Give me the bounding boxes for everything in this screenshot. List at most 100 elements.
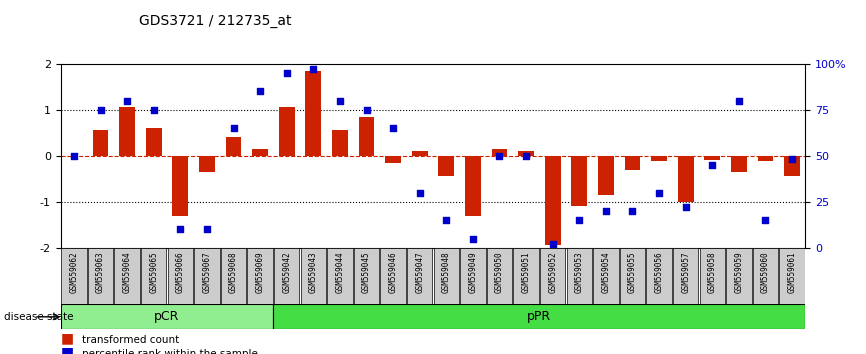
Point — [520, 153, 533, 159]
FancyBboxPatch shape — [726, 249, 752, 313]
Point — [759, 217, 772, 223]
Text: GSM559048: GSM559048 — [442, 251, 451, 293]
Text: pCR: pCR — [154, 310, 180, 323]
Point — [307, 67, 320, 72]
Point — [785, 156, 799, 162]
Text: pPR: pPR — [527, 310, 552, 323]
Bar — [306, 70, 321, 156]
Text: GSM559064: GSM559064 — [123, 251, 132, 293]
Text: GSM559063: GSM559063 — [96, 251, 105, 293]
Bar — [225, 137, 242, 156]
Text: ■: ■ — [61, 345, 74, 354]
Point — [652, 190, 666, 195]
FancyBboxPatch shape — [407, 249, 432, 313]
FancyBboxPatch shape — [114, 249, 140, 313]
Text: GSM559046: GSM559046 — [389, 251, 397, 293]
Bar — [145, 128, 162, 156]
Text: disease state: disease state — [4, 312, 74, 322]
FancyBboxPatch shape — [646, 249, 672, 313]
Text: percentile rank within the sample: percentile rank within the sample — [82, 349, 258, 354]
FancyBboxPatch shape — [380, 249, 406, 313]
Text: GSM559056: GSM559056 — [655, 251, 663, 293]
Point — [546, 241, 559, 247]
FancyBboxPatch shape — [61, 249, 87, 313]
Bar — [465, 156, 481, 216]
Point — [359, 107, 373, 113]
Text: GSM559066: GSM559066 — [176, 251, 184, 293]
Point — [200, 227, 214, 232]
Bar — [93, 130, 108, 156]
Point — [599, 208, 613, 214]
Point — [67, 153, 81, 159]
Point — [253, 88, 267, 94]
Bar — [199, 156, 215, 172]
Point — [466, 236, 480, 241]
Text: ■: ■ — [61, 331, 74, 345]
Point — [280, 70, 294, 76]
Bar — [731, 156, 746, 172]
Text: GSM559042: GSM559042 — [282, 251, 291, 293]
Bar — [624, 156, 641, 170]
FancyBboxPatch shape — [274, 304, 805, 329]
Point — [413, 190, 427, 195]
FancyBboxPatch shape — [167, 249, 193, 313]
Point — [572, 217, 586, 223]
Text: GDS3721 / 212735_at: GDS3721 / 212735_at — [139, 14, 291, 28]
Bar — [758, 156, 773, 161]
Bar — [438, 156, 455, 176]
Point — [227, 125, 241, 131]
Bar — [651, 156, 667, 161]
Text: GSM559053: GSM559053 — [575, 251, 584, 293]
Bar — [704, 156, 721, 160]
FancyBboxPatch shape — [540, 249, 565, 313]
Text: GSM559058: GSM559058 — [708, 251, 717, 293]
FancyBboxPatch shape — [593, 249, 618, 313]
Point — [120, 98, 134, 103]
Bar — [784, 156, 800, 176]
Bar — [492, 149, 507, 156]
Bar — [385, 156, 401, 162]
Bar — [598, 156, 614, 195]
Text: GSM559068: GSM559068 — [229, 251, 238, 293]
FancyBboxPatch shape — [141, 249, 166, 313]
Bar — [252, 149, 268, 156]
Bar — [678, 156, 694, 202]
Point — [706, 162, 720, 168]
Bar — [172, 156, 188, 216]
Text: GSM559067: GSM559067 — [203, 251, 211, 293]
Text: GSM559051: GSM559051 — [521, 251, 531, 293]
Text: GSM559065: GSM559065 — [149, 251, 158, 293]
Text: GSM559054: GSM559054 — [601, 251, 611, 293]
FancyBboxPatch shape — [700, 249, 725, 313]
FancyBboxPatch shape — [274, 249, 300, 313]
Bar — [572, 156, 587, 206]
FancyBboxPatch shape — [87, 249, 113, 313]
Point — [333, 98, 346, 103]
FancyBboxPatch shape — [434, 249, 459, 313]
Text: GSM559069: GSM559069 — [255, 251, 265, 293]
Bar — [545, 156, 560, 246]
FancyBboxPatch shape — [248, 249, 273, 313]
Text: GSM559061: GSM559061 — [787, 251, 797, 293]
Point — [94, 107, 107, 113]
FancyBboxPatch shape — [566, 249, 592, 313]
Text: GSM559059: GSM559059 — [734, 251, 743, 293]
Text: GSM559043: GSM559043 — [309, 251, 318, 293]
Bar — [120, 107, 135, 156]
Text: GSM559049: GSM559049 — [469, 251, 477, 293]
Point — [625, 208, 639, 214]
Text: GSM559060: GSM559060 — [761, 251, 770, 293]
Point — [386, 125, 400, 131]
Point — [147, 107, 161, 113]
FancyBboxPatch shape — [620, 249, 645, 313]
FancyBboxPatch shape — [221, 249, 246, 313]
Bar — [279, 107, 294, 156]
Point — [173, 227, 187, 232]
FancyBboxPatch shape — [61, 304, 274, 329]
Text: GSM559052: GSM559052 — [548, 251, 557, 293]
Bar — [518, 151, 534, 156]
Text: GSM559050: GSM559050 — [495, 251, 504, 293]
Bar — [332, 130, 348, 156]
FancyBboxPatch shape — [460, 249, 486, 313]
Text: GSM559045: GSM559045 — [362, 251, 371, 293]
